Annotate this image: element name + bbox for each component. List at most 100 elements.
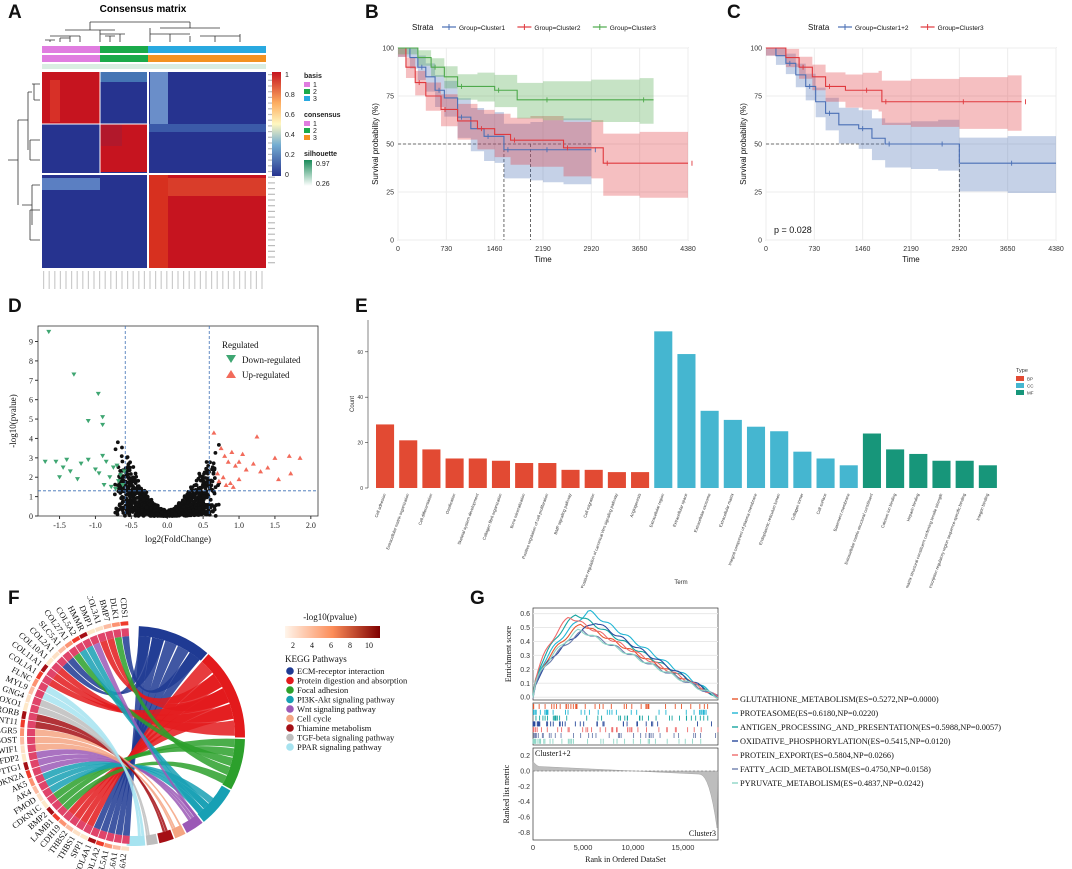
ns-point [120, 501, 125, 506]
row-tick [268, 165, 275, 167]
pathway-arc [222, 738, 245, 790]
term-label: Bone mineralization [509, 492, 527, 529]
ns-point [179, 508, 184, 513]
down-regulated-point [101, 482, 107, 488]
gene-heat-cell [36, 792, 44, 802]
up-regulated-point [250, 461, 256, 466]
legend-down-label: Down-regulated [242, 355, 301, 365]
col-tick [132, 271, 134, 289]
scale-title: -log10(pvalue) [303, 612, 356, 622]
y-tick-label: 1 [29, 493, 33, 502]
term-label: Extracellular region [648, 492, 665, 528]
gene-arc [83, 823, 94, 835]
x-tick-label: 730 [440, 246, 452, 253]
col-tick [59, 271, 61, 289]
panel-label-c: C [727, 2, 741, 23]
row-dendrogram [8, 83, 40, 241]
ns-point [181, 505, 186, 509]
ns-point [173, 512, 178, 517]
ns-point [207, 512, 212, 517]
y-axis-label: Count [350, 396, 356, 412]
ns-point [120, 459, 125, 464]
svg-text:basis: basis [304, 73, 322, 80]
gene-heat-cell [20, 728, 25, 736]
go-bar [862, 433, 881, 488]
basis-bar-3 [148, 46, 266, 53]
gsea-legend-label: OXIDATIVE_PHOSPHORYLATION(ES=0.5415,NP=0… [740, 737, 951, 746]
es-y-tick: 0.4 [520, 639, 530, 646]
ns-point [123, 513, 127, 518]
ns-point [119, 489, 124, 494]
gene-heat-cell [46, 806, 55, 816]
ns-point [177, 501, 181, 505]
ns-point [129, 507, 134, 512]
gsea-plot: 0.0 0.1 0.2 0.3 0.4 0.5 0.6 Enrichment score 0.2… [502, 607, 1001, 864]
gene-heat-cell [41, 799, 49, 809]
go-bar [723, 419, 742, 488]
ns-point [136, 484, 141, 489]
col-tick [227, 271, 229, 289]
svg-text:2: 2 [313, 89, 317, 96]
non-significant-points [112, 440, 222, 518]
down-regulated-point [64, 457, 70, 463]
x-tick-label: 4380 [680, 246, 696, 253]
ns-point [124, 505, 129, 510]
confidence-band [398, 48, 688, 200]
ns-point [118, 469, 123, 473]
term-label: Extracellular exosome [693, 492, 712, 533]
chord-ribbon [108, 640, 177, 834]
gene-arc [63, 810, 74, 822]
colorbar-ticks: 1 0.8 0.6 0.4 0.2 0 [285, 72, 295, 179]
go-bar [607, 472, 626, 488]
term-label: Calcium ion binding [880, 492, 897, 529]
ns-point [113, 482, 118, 487]
y-tick-label: 40 [357, 395, 363, 401]
svg-text:silhouette: silhouette [304, 151, 337, 158]
x-tick-label: 10,000 [622, 843, 645, 852]
gene-heat-cell [20, 719, 26, 728]
ns-point [198, 499, 203, 503]
svg-text:0.2: 0.2 [285, 152, 295, 159]
go-bar [584, 469, 603, 488]
row-tick [268, 79, 275, 81]
column-dendrogram [45, 21, 241, 42]
chord-ribbon [67, 637, 165, 695]
ns-point [189, 492, 194, 497]
chord-ribbon [73, 652, 233, 767]
y-tick-label: 75 [754, 94, 762, 101]
ns-point [129, 472, 133, 476]
term-label: Extracellular matrix structural constitu… [843, 492, 874, 565]
col-tick [121, 271, 123, 289]
up-regulated-point [243, 467, 249, 472]
ns-point [154, 508, 159, 513]
x-tick-label: 0.0 [162, 521, 172, 530]
down-regulated-point [100, 415, 106, 420]
down-regulated-point [110, 465, 116, 470]
go-bar [399, 440, 418, 488]
col-tick [183, 271, 185, 289]
row-tick [268, 108, 275, 110]
svg-text:1: 1 [285, 72, 289, 79]
gene-arc [34, 689, 45, 699]
up-regulated-point [276, 476, 282, 482]
km-plot-b: 0 730 1460 2190 2920 3650 4380 0 25 50 75 100 Time Su… [371, 23, 696, 264]
y-tick-label: 8 [29, 357, 33, 366]
ns-point [155, 512, 160, 516]
gene-arc [90, 827, 101, 838]
gene-label: RORB [0, 703, 21, 717]
chord-ribbon [62, 636, 151, 696]
legend-title: Strata [412, 23, 434, 32]
x-tick-label: 15,000 [672, 843, 695, 852]
panel-label-a: A [8, 2, 22, 23]
col-tick [244, 271, 246, 289]
col-tick [99, 271, 101, 289]
up-regulated-point [218, 445, 224, 451]
es-y-tick: 0.5 [520, 625, 530, 632]
ns-point [204, 510, 209, 514]
col-tick [250, 271, 252, 289]
svg-text:consensus: consensus [304, 112, 341, 119]
term-label: Positive regulation of cell proliferatio… [521, 492, 550, 560]
kegg-legend-dot [286, 667, 294, 675]
x-tick-label: 2920 [952, 246, 968, 253]
enrichment-curve [532, 609, 719, 699]
